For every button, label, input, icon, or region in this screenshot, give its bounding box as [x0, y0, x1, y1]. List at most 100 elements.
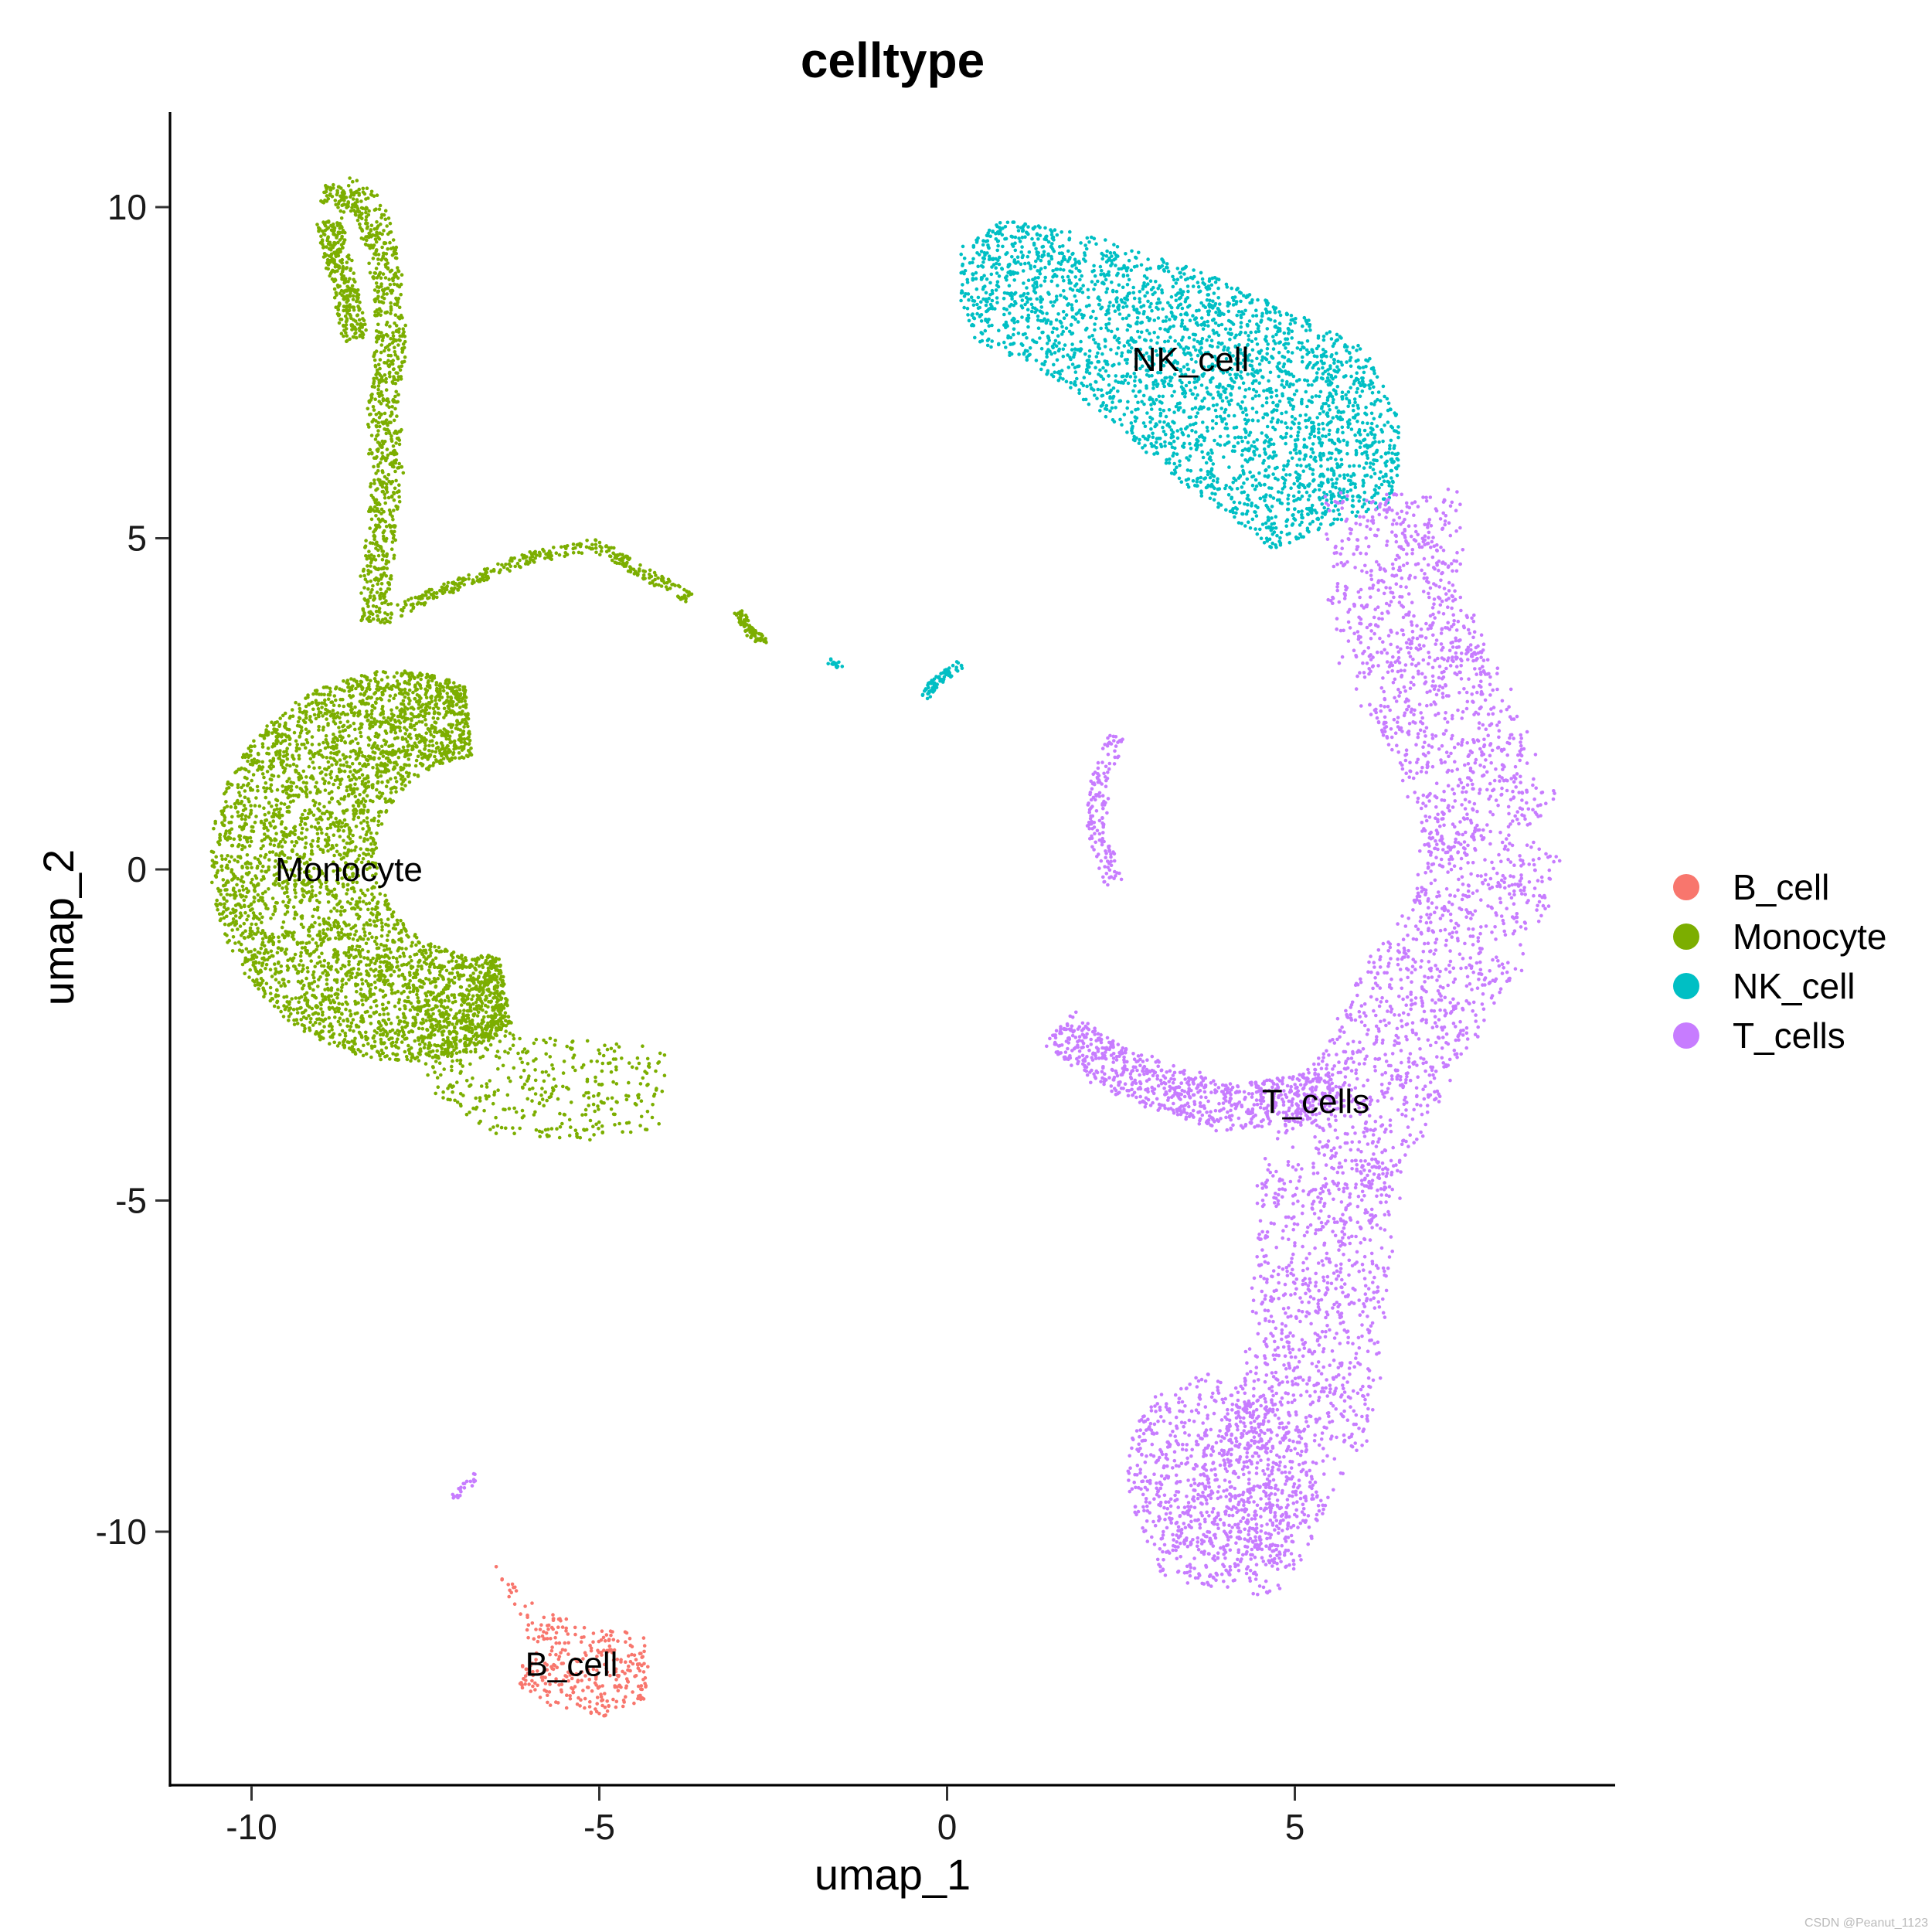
data-point [262, 786, 266, 790]
data-point [303, 821, 308, 826]
data-point [215, 871, 219, 875]
data-point [496, 1009, 500, 1012]
data-point [308, 986, 312, 990]
data-point [430, 679, 434, 682]
data-point [422, 754, 426, 759]
data-point [294, 891, 298, 895]
data-point [380, 928, 384, 932]
data-point [342, 689, 346, 693]
data-point [331, 893, 335, 897]
data-point [332, 853, 336, 858]
data-point [398, 1007, 402, 1012]
data-point [379, 678, 384, 682]
data-point [328, 800, 332, 804]
data-point [395, 706, 399, 710]
data-point [450, 730, 454, 734]
data-point [508, 1588, 512, 1593]
data-point [446, 704, 450, 709]
data-point [314, 941, 318, 945]
data-point [276, 735, 281, 739]
data-point [431, 1029, 435, 1032]
data-point [395, 965, 399, 969]
data-point [485, 1085, 489, 1089]
data-point [263, 855, 267, 859]
data-point [630, 1645, 634, 1648]
data-point [235, 883, 239, 887]
data-point [263, 812, 267, 817]
data-point [526, 1635, 530, 1640]
data-point [568, 1696, 573, 1701]
data-point [246, 957, 250, 962]
data-point [349, 927, 353, 931]
data-point [390, 786, 395, 790]
data-point [371, 743, 376, 748]
data-point [367, 682, 371, 686]
data-point [418, 671, 422, 675]
data-point [478, 980, 483, 985]
data-point [339, 712, 344, 716]
data-point [570, 1046, 574, 1051]
data-point [424, 951, 428, 955]
data-point [289, 1012, 293, 1016]
data-point [247, 747, 251, 750]
data-point [387, 968, 391, 971]
data-point [334, 687, 338, 691]
data-point [636, 1094, 640, 1097]
data-point [449, 1054, 454, 1059]
data-point [605, 1709, 610, 1713]
data-point [488, 1043, 493, 1047]
data-point [457, 746, 461, 750]
data-point [311, 993, 315, 998]
data-point [561, 1071, 566, 1075]
data-point [600, 1130, 605, 1134]
data-point [358, 712, 362, 716]
data-point [437, 945, 441, 950]
data-point [289, 830, 293, 834]
data-point [565, 1675, 569, 1679]
data-point [499, 975, 504, 978]
data-point [407, 702, 411, 706]
data-point [340, 1029, 345, 1033]
data-point [249, 808, 253, 813]
data-point [640, 1655, 644, 1659]
data-point [408, 978, 412, 983]
data-point [340, 985, 344, 990]
data-point [250, 825, 255, 829]
data-point [496, 1022, 500, 1026]
data-point [624, 1121, 629, 1125]
data-point [369, 1005, 373, 1009]
data-point [293, 832, 297, 837]
data-point [226, 854, 230, 858]
data-point [558, 1617, 562, 1621]
data-point [338, 913, 343, 917]
data-point [407, 780, 412, 784]
data-point [251, 773, 256, 777]
data-point [268, 968, 273, 971]
data-point [440, 967, 444, 971]
data-point [273, 865, 277, 869]
data-point [356, 967, 361, 971]
data-point [343, 951, 348, 955]
data-point [357, 950, 361, 954]
data-point [417, 749, 422, 753]
data-point [564, 1629, 568, 1633]
data-point [384, 784, 389, 788]
data-point [419, 686, 423, 690]
data-point [247, 950, 251, 954]
data-point [589, 1060, 594, 1063]
data-point [359, 767, 362, 772]
data-point [457, 1049, 462, 1054]
data-point [305, 731, 309, 735]
data-point [446, 1036, 450, 1039]
data-point [323, 1017, 328, 1022]
data-point [628, 1130, 633, 1134]
data-point [561, 1084, 565, 1089]
data-point [409, 1059, 413, 1063]
data-point [345, 719, 350, 723]
data-point [434, 948, 439, 953]
data-point [319, 1007, 323, 1011]
data-point [277, 845, 281, 849]
data-point [359, 734, 363, 739]
data-point [573, 1685, 577, 1689]
data-point [243, 795, 247, 800]
